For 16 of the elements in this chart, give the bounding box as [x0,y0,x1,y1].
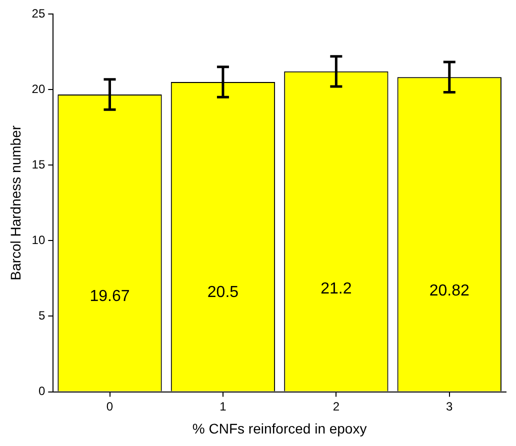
data-label: 20.5 [207,284,239,302]
y-tick-label: 5 [38,308,46,323]
x-tick-label: 1 [220,399,227,414]
x-tick-label: 2 [332,399,340,414]
y-tick-label: 10 [32,232,46,247]
data-label: 21.2 [320,280,352,298]
x-axis-title: % CNFs reinforced in epoxy [192,420,367,436]
y-tick-label: 20 [32,82,46,96]
x-tick-label: 3 [446,399,454,414]
data-label: 19.67 [90,288,130,306]
data-label: 20.82 [429,282,470,300]
x-tick-label: 0 [106,399,114,414]
y-tick-label: 25 [32,6,46,20]
y-axis-title: Barcol Hardness number [7,125,24,280]
y-tick-label: 15 [32,157,46,172]
y-tick-label: 0 [38,384,46,398]
